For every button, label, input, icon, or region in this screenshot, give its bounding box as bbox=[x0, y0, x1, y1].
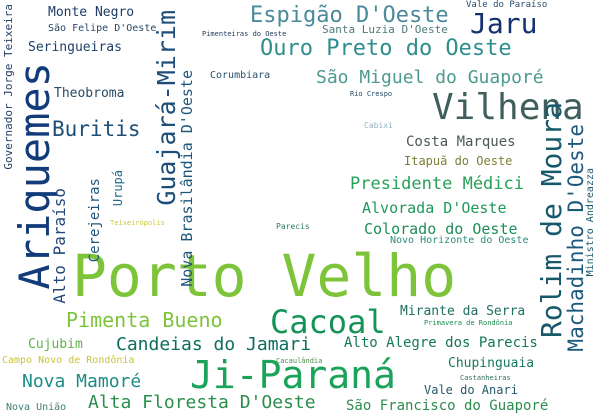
word-porto-velho: Porto Velho bbox=[72, 242, 457, 310]
word-pimenteiras-do-oeste: Pimenteiras do Oeste bbox=[202, 30, 287, 38]
word-alto-paraiso: Alto Paraíso bbox=[50, 188, 69, 304]
word-cacoal: Cacoal bbox=[270, 303, 386, 341]
word-cabixi: Cabixi bbox=[364, 121, 393, 130]
word-jaru: Jaru bbox=[470, 7, 538, 40]
word-ji-parana: Ji-Paraná bbox=[190, 353, 396, 397]
word-alta-floresta-doeste: Alta Floresta D'Oeste bbox=[88, 392, 316, 413]
word-vale-do-anari: Vale do Anari bbox=[424, 383, 518, 397]
word-monte-negro: Monte Negro bbox=[48, 5, 135, 20]
word-pimenta-bueno: Pimenta Bueno bbox=[66, 308, 223, 332]
word-cujubim: Cujubim bbox=[28, 337, 83, 352]
word-urupa: Urupá bbox=[111, 170, 125, 207]
word-corumbiara: Corumbiara bbox=[210, 70, 271, 81]
word-costa-marques: Costa Marques bbox=[406, 134, 516, 150]
word-teixeiropolis: Teixeirópolis bbox=[110, 219, 165, 227]
word-sao-felipe-doeste: São Felipe D'Oeste bbox=[48, 23, 157, 34]
word-novo-horizonte-do-oeste: Novo Horizonte do Oeste bbox=[390, 235, 529, 246]
word-vale-do-paraiso: Vale do Paraíso bbox=[466, 0, 548, 10]
word-candeias-do-jamari: Candeias do Jamari bbox=[116, 334, 312, 355]
word-ouro-preto-do-oeste: Ouro Preto do Oeste bbox=[260, 36, 512, 61]
word-buritis: Buritis bbox=[52, 117, 141, 141]
word-castanheiras: Castanheiras bbox=[460, 374, 511, 382]
word-parecis: Parecis bbox=[276, 222, 310, 231]
word-presidente-medici: Presidente Médici bbox=[350, 174, 524, 194]
word-ministro-andreazza: Ministro Andreazza bbox=[585, 168, 596, 277]
word-nova-mamore: Nova Mamoré bbox=[22, 371, 142, 392]
word-itapua-do-oeste: Itapuã do Oeste bbox=[404, 154, 513, 168]
word-sao-miguel-do-guapore: São Miguel do Guaporé bbox=[316, 67, 544, 88]
word-alto-alegre-dos-parecis: Alto Alegre dos Parecis bbox=[344, 335, 538, 351]
word-rolim-de-moura: Rolim de Moura bbox=[535, 102, 568, 339]
word-guajara-mirim: Guajará-Mirim bbox=[152, 10, 181, 206]
word-santa-luzia-doeste: Santa Luzia D'Oeste bbox=[322, 23, 448, 36]
word-vilhena: Vilhena bbox=[432, 87, 584, 128]
word-nova-uniao: Nova União bbox=[6, 402, 67, 413]
word-sao-francisco-do-guapore: São Francisco do Guaporé bbox=[346, 398, 549, 414]
word-campo-novo-de-rondonia: Campo Novo de Rondônia bbox=[2, 355, 135, 366]
word-primavera-de-rondonia: Primavera de Rondônia bbox=[424, 319, 513, 327]
word-theobroma: Theobroma bbox=[54, 86, 125, 101]
word-seringueiras: Seringueiras bbox=[28, 40, 122, 55]
word-chupinguaia: Chupinguaia bbox=[448, 356, 535, 371]
word-mirante-da-serra: Mirante da Serra bbox=[400, 304, 526, 319]
word-cerejeiras: Cerejeiras bbox=[87, 178, 103, 263]
word-governador-jorge-teixeira: Governador Jorge Teixeira bbox=[2, 4, 15, 170]
word-machadinho-doeste: Machadinho D'Oeste bbox=[564, 124, 588, 352]
word-colorado-do-oeste: Colorado do Oeste bbox=[364, 220, 518, 238]
word-nova-brasilandia-doeste: Nova Brasilândia D'Oeste bbox=[178, 70, 196, 287]
word-rio-crespo: Rio Crespo bbox=[350, 90, 393, 98]
word-alvorada-doeste: Alvorada D'Oeste bbox=[362, 199, 507, 217]
word-espigao-doeste: Espigão D'Oeste bbox=[250, 3, 449, 28]
word-cacaulandia: Cacaulândia bbox=[276, 357, 323, 365]
